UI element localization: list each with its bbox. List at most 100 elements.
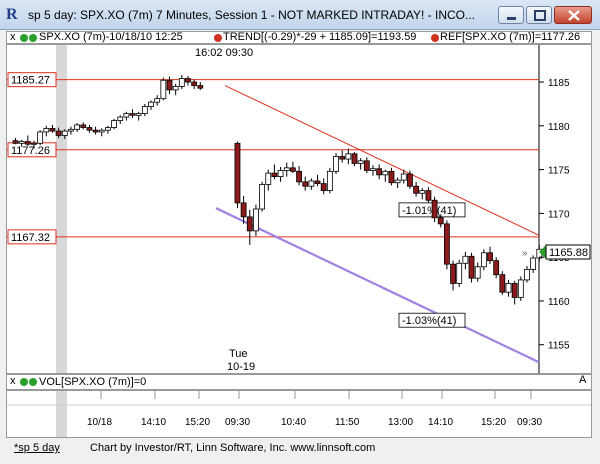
candle-body [98,129,105,133]
candle [357,158,364,170]
candle-body [105,127,111,131]
candle-body [351,153,358,164]
candle [111,118,117,130]
candle [314,174,321,187]
candle-body [265,172,272,185]
candle-body [314,180,321,185]
candle-body [437,217,444,225]
candle [49,124,56,133]
candle [12,138,19,145]
candle [283,162,290,177]
ref-label[interactable]: REF[SPX.XO (7m)]=1177.26 [440,31,581,43]
candle [480,249,487,271]
candle [431,196,438,223]
candle-body [253,208,259,232]
time-axis-panel: 10/18 14:10 15:20 09:30 10:40 11:50 13:00 14:10… [6,390,592,438]
minimize-button[interactable] [498,6,524,24]
candle-body [154,98,161,103]
x-tick-label-1: 14:10 [141,417,166,428]
volume-label[interactable]: VOL[SPX.XO (7m)]=0 [39,376,147,388]
ref-label-0: 1185.27 [11,75,50,87]
candle-body [511,283,518,298]
last-price-pointer-icon [539,245,546,259]
candle [437,214,444,228]
candle [253,204,259,237]
candle [382,169,389,182]
candle [351,152,358,167]
maximize-button[interactable] [526,6,552,24]
trendline-lower-label: -1.03%(41) [402,315,456,327]
session-day-label: Tue [229,348,248,360]
trend-label[interactable]: TREND[(-0.29)*-29 + 1185.09]=1193.59 [223,31,417,43]
candle-body [111,120,117,128]
candle-body [61,130,68,136]
toolbar-close-marker[interactable]: x [10,31,16,43]
candle [172,83,179,96]
candle [289,161,296,174]
series-color-icon [29,34,37,42]
candle [487,246,493,265]
candle-body [413,185,420,194]
candle [135,111,142,121]
candle [148,100,154,111]
candle [24,135,31,146]
price-chart[interactable]: 1185.27 1177.26 1167.32 -1.01%(41) -1.03%(4… [7,45,591,373]
candle-body [357,160,364,164]
volume-panel[interactable]: x VOL[SPX.XO (7m)]=0 A [6,374,592,390]
candle-body [148,101,154,107]
trendline-upper-label: -1.01%(41) [402,205,456,217]
candle-body [277,170,284,177]
candle [450,260,456,291]
candle [80,122,87,130]
volume-close-marker[interactable]: x [10,375,16,387]
candle [339,150,346,163]
candle [37,130,44,146]
ref-label-2: 1167.32 [11,232,50,244]
candle-body [394,179,401,184]
session-shade-axis [56,391,67,437]
ref-box-1 [7,142,57,158]
candle-body [141,106,148,114]
candle-body [302,181,309,187]
y-tick-label-3: 1170 [548,209,570,220]
candle-body [524,269,530,281]
candle [240,195,247,224]
candle-body [425,190,432,201]
trend-color-icon [214,34,222,42]
candle [363,157,370,174]
candle-body [499,274,506,293]
candle-body [320,183,327,192]
scroll-marker[interactable]: A [579,374,587,386]
candle-body [117,116,124,121]
candle-body [339,156,346,160]
candle-body [345,153,352,160]
candle-body [55,130,62,136]
x-tick-label-4: 10:40 [281,417,306,428]
series-label[interactable]: SPX.XO (7m)-10/18/10 12:25 [39,31,183,43]
candle [308,178,315,190]
last-price-marker: » 1165.88 [522,244,591,260]
candle [326,167,333,194]
candle [320,178,327,195]
price-chart-panel[interactable]: 1185.27 1177.26 1167.32 -1.01%(41) -1.03%(4… [6,44,592,374]
close-button[interactable] [554,6,592,24]
candle [68,126,74,135]
candle [511,280,518,305]
candle-body [308,180,315,187]
y-tick-label-1: 1160 [548,297,570,308]
candle-body [12,140,19,144]
candle-body [283,167,290,171]
last-price-label: 1165.88 [549,247,588,259]
candle [524,265,530,283]
chart-tab[interactable]: *sp 5 day [14,442,60,454]
candle [191,79,198,90]
candle-body [49,128,56,132]
candle-body [462,255,469,264]
candle [345,148,352,165]
candle [123,111,130,121]
candle [197,82,204,90]
candle [98,128,105,137]
candle-body [172,86,179,91]
candle [376,164,383,180]
candle-body [37,131,44,144]
